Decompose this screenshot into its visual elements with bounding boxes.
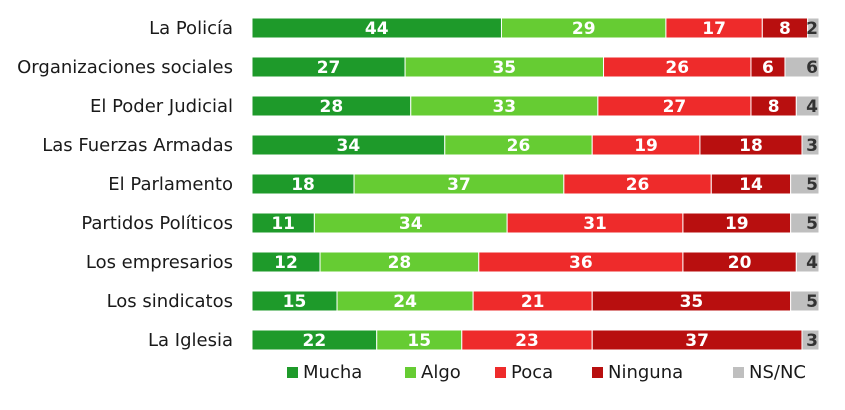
legend-swatch [405,367,416,378]
data-label: 26 [626,175,650,195]
data-label: 37 [685,331,709,351]
bar-segment-nsnc [795,95,820,117]
legend-label: Ninguna [608,362,683,383]
data-label: 35 [492,58,516,78]
data-label: 23 [515,331,539,351]
category-label: Partidos Políticos [81,213,233,234]
category-label: El Poder Judicial [90,96,233,117]
data-label: 8 [779,19,791,39]
legend: Mucha Algo Poca Ninguna NS/NC [287,362,806,383]
data-label: 14 [739,175,763,195]
data-label: 19 [634,136,658,156]
bar-segment-nsnc [807,17,820,39]
data-label: 28 [320,97,344,117]
data-label: 28 [388,253,412,273]
data-label: 34 [337,136,361,156]
category-labels: La Policía Organizaciones sociales El Pode… [17,18,233,351]
data-label: 26 [665,58,689,78]
data-label: 31 [583,214,607,234]
data-label: 18 [739,136,763,156]
data-label: 4 [806,97,818,117]
data-label: 12 [274,253,298,273]
data-label: 44 [365,19,389,39]
category-label: Los empresarios [86,252,233,273]
data-label: 5 [806,214,818,234]
data-label: 37 [447,175,471,195]
legend-label: NS/NC [749,362,806,383]
bar-segment-nsnc [801,329,820,351]
legend-swatch [287,367,298,378]
data-label: 26 [507,136,531,156]
data-label: 35 [680,292,704,312]
data-label: 8 [768,97,780,117]
data-label: 11 [271,214,295,234]
bar-segment-nsnc [795,251,820,273]
data-label: 36 [569,253,593,273]
data-label: 29 [572,19,596,39]
data-label: 3 [806,136,818,156]
data-label: 15 [283,292,307,312]
data-label: 34 [399,214,423,234]
category-label: Los sindicatos [107,291,233,312]
bar-segment-nsnc [790,173,820,195]
category-label: La Iglesia [148,330,233,351]
data-label: 19 [725,214,749,234]
legend-swatch [592,367,603,378]
data-label: 22 [303,331,327,351]
bars-group: 44 29 17 8 227 35 26 6 628 33 27 8 434 26 19 18 318 37 26 1… [251,17,820,351]
data-label: 2 [806,19,818,39]
data-label: 15 [407,331,431,351]
data-label: 5 [806,292,818,312]
data-label: 5 [806,175,818,195]
bar-segment-nsnc [790,212,820,234]
bar-segment-nsnc [801,134,820,156]
legend-label: Mucha [303,362,362,383]
bar-segment-nsnc [790,290,820,312]
category-label: El Parlamento [108,174,233,195]
data-label: 27 [663,97,687,117]
data-label: 21 [521,292,545,312]
data-label: 24 [393,292,417,312]
data-label: 6 [806,58,818,78]
legend-swatch [733,367,744,378]
data-label: 20 [728,253,752,273]
data-label: 3 [806,331,818,351]
data-label: 33 [492,97,516,117]
legend-swatch [495,367,506,378]
legend-label: Poca [511,362,553,383]
data-label: 17 [702,19,726,39]
category-label: La Policía [149,18,233,39]
bar-segment-nsnc [784,56,820,78]
data-label: 4 [806,253,818,273]
legend-label: Algo [421,362,461,383]
category-label: Las Fuerzas Armadas [42,135,233,156]
data-label: 27 [317,58,341,78]
data-label: 18 [291,175,315,195]
category-label: Organizaciones sociales [17,57,233,78]
data-label: 6 [762,58,774,78]
